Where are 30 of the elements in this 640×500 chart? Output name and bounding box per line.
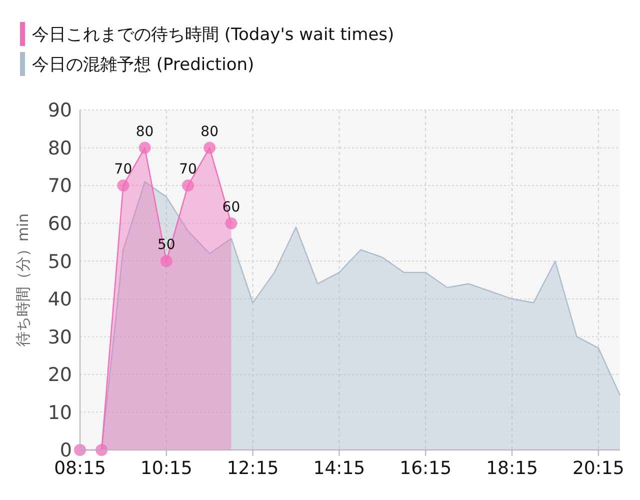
x-tick-label: 16:15: [400, 458, 452, 479]
y-tick-label: 60: [48, 212, 72, 235]
point: [225, 217, 238, 230]
data-label: 50: [157, 237, 176, 254]
point: [96, 444, 108, 456]
point: [117, 180, 130, 192]
point: [182, 180, 194, 192]
data-label: 70: [179, 162, 197, 178]
x-tick-label: 12:15: [226, 458, 279, 479]
y-tick-label: 90: [48, 100, 72, 122]
y-tick-label: 80: [48, 137, 72, 160]
y-axis-title: 待ち時間（分）min: [14, 213, 32, 347]
x-tick-label: 18:15: [486, 458, 538, 479]
y-tick-label: 30: [48, 326, 72, 348]
x-tick-label: 14:15: [313, 458, 366, 479]
y-tick-label: 20: [48, 364, 72, 386]
data-label: 80: [136, 124, 154, 140]
y-tick-label: 10: [48, 402, 72, 424]
point: [204, 142, 216, 154]
point: [138, 142, 151, 154]
legend-label: 今日これまでの待ち時間 (Today's wait times): [32, 25, 394, 45]
x-tick-label: 10:15: [140, 458, 192, 479]
y-tick-label: 70: [48, 175, 72, 198]
data-label: 80: [200, 124, 219, 140]
y-tick-label: 50: [48, 250, 72, 273]
y-tick-label: 40: [48, 288, 72, 311]
data-label: 70: [114, 162, 132, 178]
x-tick-label: 20:15: [572, 458, 624, 479]
legend-label: 今日の混雑予想 (Prediction): [32, 55, 254, 75]
point: [160, 255, 172, 268]
